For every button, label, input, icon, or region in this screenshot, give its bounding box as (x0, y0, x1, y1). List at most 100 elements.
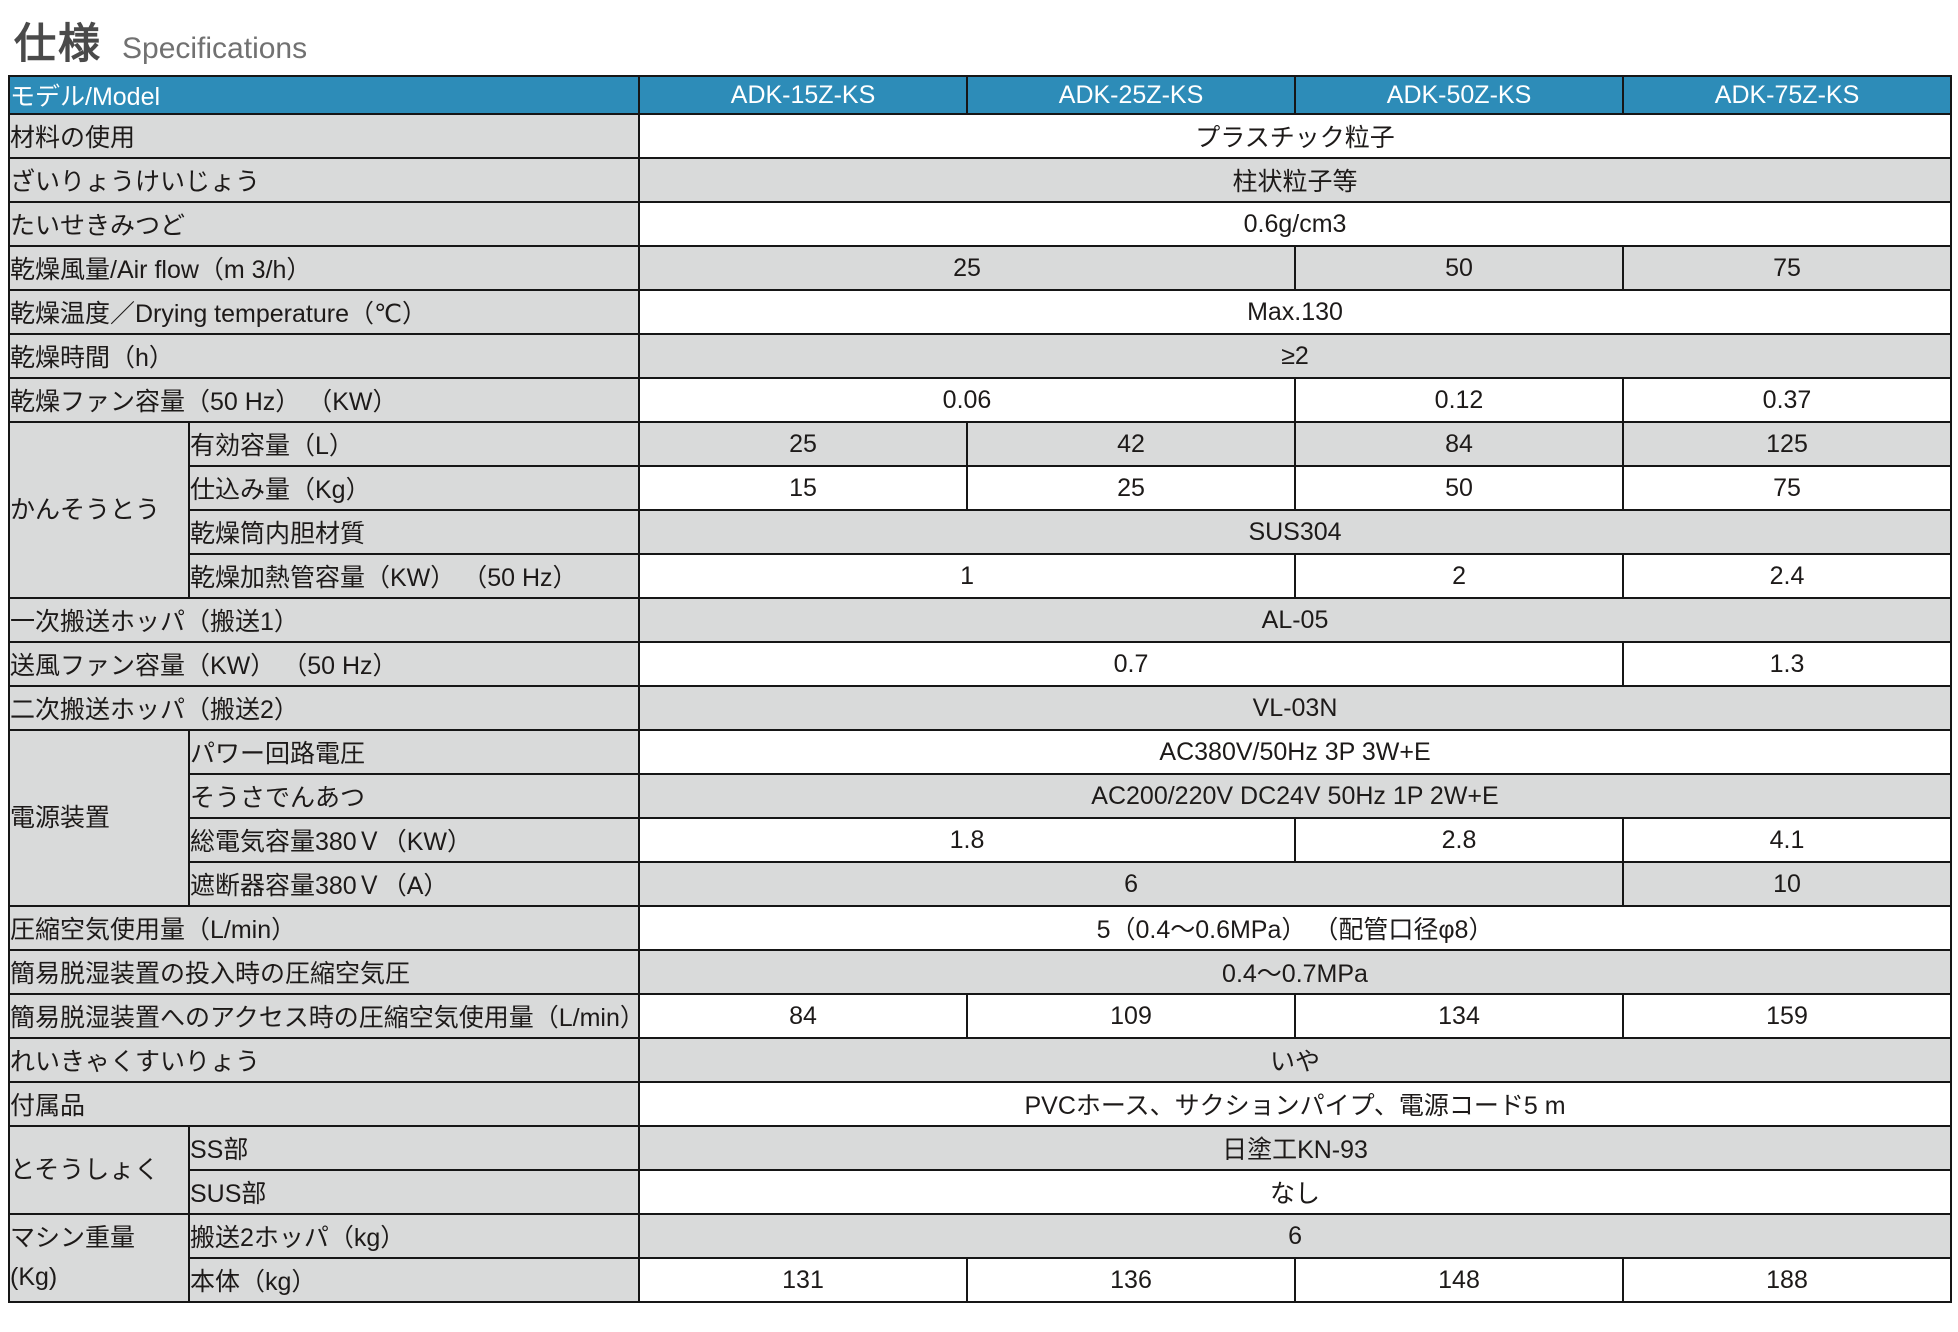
spec-value: 2.8 (1294, 817, 1625, 863)
group-label: とそうしょく (8, 1125, 190, 1215)
model-name-adk-50z-ks: ADK-50Z-KS (1294, 75, 1625, 115)
spec-value: 50 (1294, 465, 1625, 511)
spec-value: 84 (1294, 421, 1625, 467)
page-header: 仕様 Specifications (0, 0, 1958, 67)
spec-value: 柱状粒子等 (638, 157, 1953, 203)
row-label: 簡易脱湿装置へのアクセス時の圧縮空気使用量（L/min） (7, 993, 641, 1039)
table-row: 乾燥時間（h） ≥2 (7, 333, 1953, 379)
row-label: 付属品 (7, 1081, 641, 1127)
table-row: れいきゃくすいりょう いや (7, 1037, 1953, 1083)
table-row: マシン重量 (Kg) 搬送2ホッパ（kg） 6 (8, 1213, 1953, 1303)
table-row: たいせきみつど 0.6g/cm3 (7, 201, 1953, 247)
table-row: 乾燥加熱管容量（KW） （50 Hz） 1 2 2.4 (9, 553, 1953, 599)
model-name-adk-75z-ks: ADK-75Z-KS (1622, 75, 1953, 115)
spec-value: 1.8 (638, 817, 1297, 863)
sub-row-label: 有効容量（L） (187, 421, 641, 467)
spec-value: 25 (638, 421, 969, 467)
table-row: 遮断器容量380Ｖ（A） 6 10 (9, 861, 1953, 907)
sub-row-label: 本体（kg） (187, 1257, 641, 1303)
spec-value: 159 (1622, 993, 1953, 1039)
row-label: 二次搬送ホッパ（搬送2） (7, 685, 641, 731)
spec-value: 125 (1622, 421, 1953, 467)
table-row: 乾燥風量/Air flow（m 3/h） 25 50 75 (7, 245, 1953, 291)
row-label: 乾燥温度／Drying temperature（℃） (7, 289, 641, 335)
row-label: 圧縮空気使用量（L/min） (7, 905, 641, 951)
table-row: 材料の使用 プラスチック粒子 (7, 113, 1953, 159)
row-label: れいきゃくすいりょう (7, 1037, 641, 1083)
sub-row-label: 総電気容量380Ｖ（KW） (187, 817, 641, 863)
spec-value: 1 (638, 553, 1297, 599)
spec-value: 4.1 (1622, 817, 1953, 863)
table-row: 総電気容量380Ｖ（KW） 1.8 2.8 4.1 (9, 817, 1953, 863)
table-row: 圧縮空気使用量（L/min） 5（0.4～0.6MPa） （配管口径φ8） (7, 905, 1953, 951)
spec-value: なし (638, 1169, 1953, 1215)
spec-value: 131 (638, 1257, 969, 1303)
spec-value: VL-03N (638, 685, 1953, 731)
group-label: かんそうとう (8, 421, 190, 599)
model-name-adk-15z-ks: ADK-15Z-KS (638, 75, 969, 115)
spec-value: 日塗工KN-93 (638, 1125, 1953, 1171)
spec-value: 42 (966, 421, 1297, 467)
spec-value: AC200/220V DC24V 50Hz 1P 2W+E (638, 773, 1953, 819)
table-row: 簡易脱湿装置へのアクセス時の圧縮空気使用量（L/min） 84 109 134 159 (7, 993, 1953, 1039)
spec-value: いや (638, 1037, 1953, 1083)
spec-value: 136 (966, 1257, 1297, 1303)
spec-value: 0.37 (1622, 377, 1953, 423)
table-row: 乾燥温度／Drying temperature（℃） Max.130 (7, 289, 1953, 335)
table-row: かんそうとう 有効容量（L） 25 42 84 125 (8, 421, 1953, 599)
spec-value: 50 (1294, 245, 1625, 291)
spec-value: ≥2 (638, 333, 1953, 379)
spec-value: 75 (1622, 245, 1953, 291)
row-label: 一次搬送ホッパ（搬送1） (7, 597, 641, 643)
row-label: 乾燥風量/Air flow（m 3/h） (7, 245, 641, 291)
row-label: 乾燥時間（h） (7, 333, 641, 379)
spec-value: プラスチック粒子 (638, 113, 1953, 159)
model-name-adk-25z-ks: ADK-25Z-KS (966, 75, 1297, 115)
spec-value: PVCホース、サクションパイプ、電源コード5 m (638, 1081, 1953, 1127)
table-row: ざいりょうけいじょう 柱状粒子等 (7, 157, 1953, 203)
specifications-table: モデル/Model ADK-15Z-KS ADK-25Z-KS ADK-50Z-… (7, 75, 1953, 1303)
sub-row-label: 仕込み量（Kg） (187, 465, 641, 511)
table-row: 電源装置 パワー回路電圧 AC380V/50Hz 3P 3W+E (8, 729, 1953, 907)
spec-value: 148 (1294, 1257, 1625, 1303)
sub-row-label: SS部 (187, 1125, 641, 1171)
spec-value: SUS304 (638, 509, 1953, 555)
spec-value: 25 (966, 465, 1297, 511)
sub-row-label: SUS部 (187, 1169, 641, 1215)
spec-table-body: 材料の使用 プラスチック粒子 ざいりょうけいじょう 柱状粒子等 たいせきみつど 0.6g/… (7, 113, 1953, 1303)
spec-value: 2.4 (1622, 553, 1953, 599)
spec-value: 15 (638, 465, 969, 511)
spec-value: 75 (1622, 465, 1953, 511)
spec-value: 1.3 (1622, 641, 1953, 687)
spec-value: AL-05 (638, 597, 1953, 643)
row-label: 材料の使用 (7, 113, 641, 159)
spec-value: 84 (638, 993, 969, 1039)
spec-value: 10 (1622, 861, 1953, 907)
table-row: 乾燥ファン容量（50 Hz） （KW） 0.06 0.12 0.37 (7, 377, 1953, 423)
table-row: 仕込み量（Kg） 15 25 50 75 (9, 465, 1953, 511)
spec-value: 134 (1294, 993, 1625, 1039)
sub-row-label: そうさでんあつ (187, 773, 641, 819)
table-row: 付属品 PVCホース、サクションパイプ、電源コード5 m (7, 1081, 1953, 1127)
sub-row-label: パワー回路電圧 (187, 729, 641, 775)
spec-value: 0.4～0.7MPa (638, 949, 1953, 995)
table-row: 送風ファン容量（KW） （50 Hz） 0.7 1.3 (7, 641, 1953, 687)
spec-value: 5（0.4～0.6MPa） （配管口径φ8） (638, 905, 1953, 951)
group-label: マシン重量 (Kg) (8, 1213, 190, 1303)
row-label: 簡易脱湿装置の投入時の圧縮空気圧 (7, 949, 641, 995)
table-row: とそうしょく SS部 日塗工KN-93 (8, 1125, 1953, 1215)
spec-value: 6 (638, 1213, 1953, 1259)
spec-value: 0.06 (638, 377, 1297, 423)
spec-value: 6 (638, 861, 1625, 907)
table-row: 簡易脱湿装置の投入時の圧縮空気圧 0.4～0.7MPa (7, 949, 1953, 995)
table-row: SUS部 なし (9, 1169, 1953, 1215)
row-label: 乾燥ファン容量（50 Hz） （KW） (7, 377, 641, 423)
spec-value: 0.6g/cm3 (638, 201, 1953, 247)
sub-row-label: 乾燥加熱管容量（KW） （50 Hz） (187, 553, 641, 599)
table-row: そうさでんあつ AC200/220V DC24V 50Hz 1P 2W+E (9, 773, 1953, 819)
spec-value: 2 (1294, 553, 1625, 599)
row-label: 送風ファン容量（KW） （50 Hz） (7, 641, 641, 687)
table-header-row: モデル/Model ADK-15Z-KS ADK-25Z-KS ADK-50Z-… (7, 75, 1953, 115)
spec-value: 109 (966, 993, 1297, 1039)
sub-row-label: 搬送2ホッパ（kg） (187, 1213, 641, 1259)
